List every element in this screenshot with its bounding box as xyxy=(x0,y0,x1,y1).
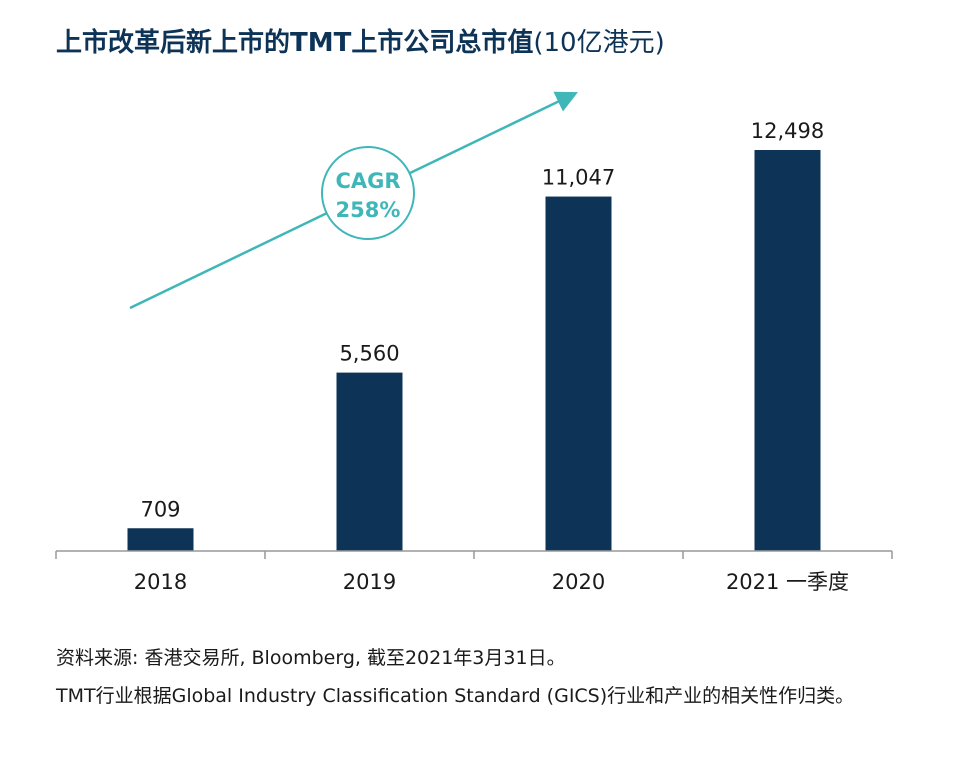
classification-note: TMT行业根据Global Industry Classification St… xyxy=(56,685,855,707)
bar-chart: 709 5,560 11,047 12,498 2018 2019 2020 2021 一季… xyxy=(55,91,893,594)
cagr-badge-value: 258% xyxy=(336,198,401,222)
x-tick-label-1: 2019 xyxy=(343,570,396,594)
bar-value-label-3: 12,498 xyxy=(751,119,824,143)
chart-title-text: 上市改革后新上市的TMT上市公司总市值 xyxy=(56,28,534,58)
bar-1 xyxy=(336,372,403,551)
bar-3 xyxy=(754,150,821,551)
x-tick-label-2: 2020 xyxy=(552,570,605,594)
x-tick-label-3: 2021 一季度 xyxy=(726,570,849,594)
chart-title-unit: (10亿港元) xyxy=(533,28,665,58)
bar-2 xyxy=(545,196,612,551)
cagr-badge-label: CAGR xyxy=(335,169,400,193)
bar-0 xyxy=(127,528,194,551)
cagr-badge: CAGR 258% xyxy=(321,146,415,240)
source-notes: 资料来源: 香港交易所, Bloomberg, 截至2021年3月31日。 TM… xyxy=(56,644,906,710)
x-tick-label-0: 2018 xyxy=(134,570,187,594)
bars-group: 709 5,560 11,047 12,498 xyxy=(127,119,824,551)
cagr-badge-circle xyxy=(321,146,415,240)
source-note: 资料来源: 香港交易所, Bloomberg, 截至2021年3月31日。 xyxy=(56,647,566,669)
bar-value-label-2: 11,047 xyxy=(542,166,615,190)
bar-value-label-1: 5,560 xyxy=(339,342,399,366)
chart-title: 上市改革后新上市的TMT上市公司总市值(10亿港元) xyxy=(56,22,665,59)
x-axis: 2018 2019 2020 2021 一季度 xyxy=(55,550,893,594)
bar-value-label-0: 709 xyxy=(140,497,180,521)
